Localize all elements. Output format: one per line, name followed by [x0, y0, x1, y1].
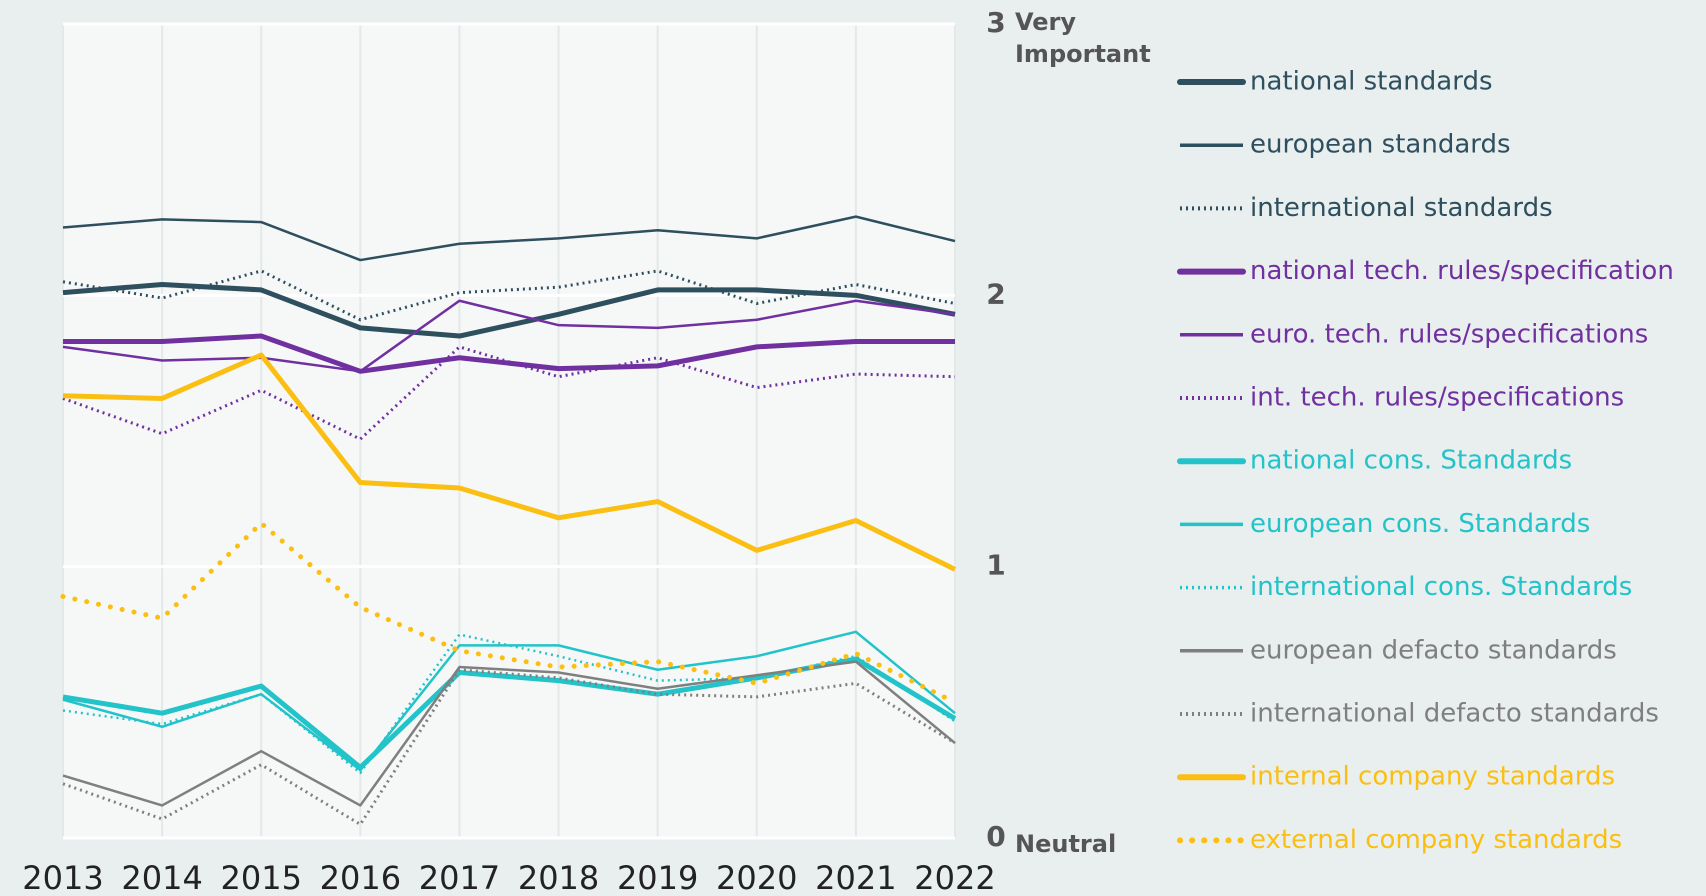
x-tick-label: 2016 — [320, 859, 401, 896]
series-line — [62, 352, 957, 572]
legend-label: european cons. Standards — [1250, 509, 1590, 539]
x-tick-label: 2021 — [815, 859, 896, 896]
series-line — [62, 345, 956, 441]
y-tick-label: 1 — [986, 549, 1005, 582]
series-line — [62, 281, 956, 339]
legend-label: international standards — [1250, 193, 1553, 223]
x-tick-label: 2013 — [22, 859, 103, 896]
annotation-top: Very Important — [1015, 8, 1151, 68]
legend-label: european defacto standards — [1250, 635, 1617, 665]
x-tick-label: 2014 — [121, 859, 202, 896]
y-tick-label: 2 — [986, 277, 1005, 310]
series-line — [62, 299, 956, 373]
y-tick-label: 0 — [986, 820, 1005, 853]
legend-label: external company standards — [1250, 825, 1622, 855]
series-line — [60, 520, 958, 705]
x-tick-label: 2015 — [221, 859, 302, 896]
legend-label: national standards — [1250, 67, 1493, 97]
series-line — [62, 660, 956, 807]
legend-label: international cons. Standards — [1250, 572, 1632, 602]
x-tick-label: 2019 — [617, 859, 698, 896]
x-tick-label: 2022 — [914, 859, 995, 896]
legend-label: national cons. Standards — [1250, 446, 1572, 476]
legend-label: national tech. rules/specification — [1250, 256, 1674, 286]
legend-label: euro. tech. rules/specifications — [1250, 319, 1648, 349]
y-tick-label: 3 — [986, 6, 1005, 39]
legend-label: international defacto standards — [1250, 699, 1659, 729]
series-line — [62, 215, 956, 262]
x-tick-label: 2017 — [419, 859, 500, 896]
legend-label: european standards — [1250, 130, 1511, 160]
legend-label: int. tech. rules/specifications — [1250, 383, 1624, 413]
x-tick-label: 2018 — [518, 859, 599, 896]
x-tick-label: 2020 — [716, 859, 797, 896]
series-line — [62, 633, 956, 775]
series-line — [62, 630, 956, 772]
legend-label: internal company standards — [1250, 762, 1615, 792]
plot-area — [63, 24, 955, 838]
series-line — [62, 269, 956, 322]
annotation-bottom: Neutral — [1015, 830, 1117, 858]
